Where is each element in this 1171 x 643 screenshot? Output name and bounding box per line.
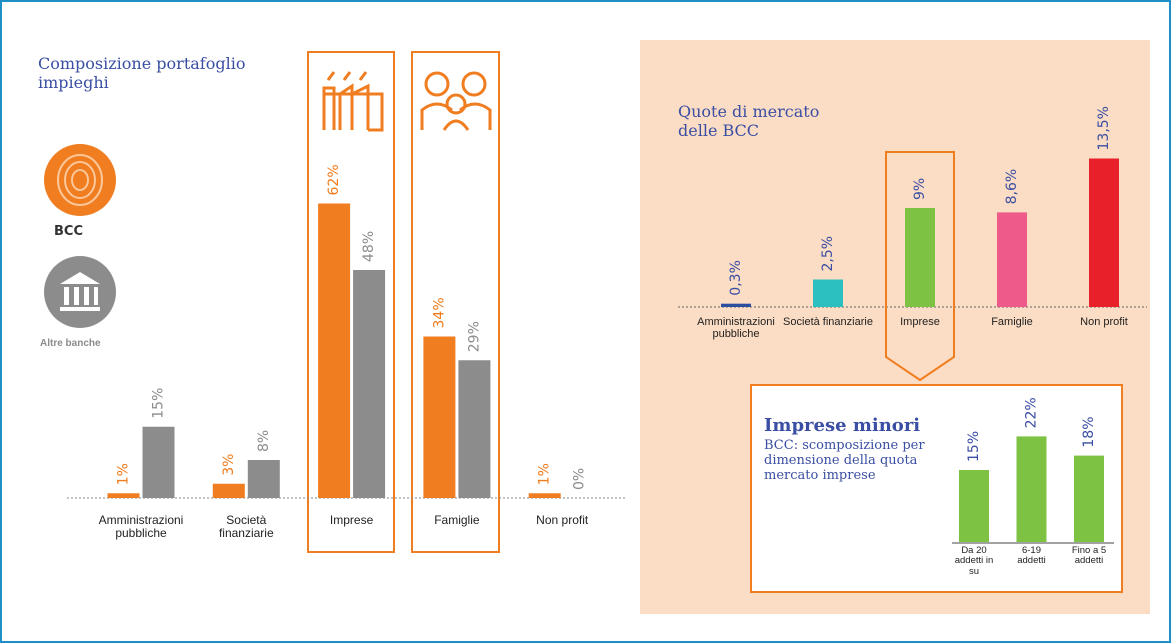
bar <box>813 279 843 307</box>
x-tick-label: Società finanziarie <box>783 316 873 328</box>
value-label: 0,3% <box>728 260 744 296</box>
x-tick-label: Fino a 5 addetti <box>1071 545 1107 567</box>
bar <box>721 303 751 307</box>
bank-logo <box>44 256 116 328</box>
value-label: 62% <box>326 164 342 195</box>
bar <box>353 270 386 498</box>
x-tick-label: Amministrazioni pubbliche <box>98 513 184 541</box>
x-tick-label: Famiglie <box>434 513 480 527</box>
value-label: 22% <box>1024 397 1040 428</box>
value-label: 3% <box>221 454 237 476</box>
bank-icon <box>60 272 100 311</box>
bar <box>423 336 456 498</box>
chart-title: Composizione portafoglio impieghi <box>38 54 246 92</box>
inset-box <box>750 384 1123 593</box>
fingerprint <box>57 154 103 206</box>
value-label: 2,5% <box>820 236 836 272</box>
x-tick-label: Non profit <box>1080 316 1128 328</box>
bar <box>1016 436 1047 542</box>
x-tick-label: Amministrazioni pubbliche <box>697 316 775 341</box>
highlight-box <box>307 51 395 553</box>
value-label: 18% <box>1081 416 1097 447</box>
chart-title: Quote di mercato delle BCC <box>678 102 820 140</box>
value-label: 15% <box>151 388 167 419</box>
x-tick-label: Società finanziarie <box>218 513 274 541</box>
factory-icon <box>322 71 384 132</box>
x-tick-label: 6-19 addetti <box>1017 545 1046 567</box>
chart-subtitle: BCC: scomposizione per dimensione della … <box>764 438 925 483</box>
x-tick-label: Imprese <box>329 513 374 527</box>
bar <box>212 483 245 498</box>
value-label: 13,5% <box>1096 106 1112 150</box>
bar <box>1089 158 1119 307</box>
value-label: 1% <box>116 463 132 485</box>
x-tick-label: Da 20 addetti in su <box>954 545 994 577</box>
value-label: 29% <box>466 321 482 352</box>
x-tick-label: Non profit <box>536 513 589 527</box>
value-label: 1% <box>537 463 553 485</box>
value-label: 9% <box>912 178 928 200</box>
value-label: 8% <box>256 430 272 452</box>
bar <box>107 493 140 498</box>
bar <box>1074 455 1104 542</box>
legend-label: BCC <box>54 224 83 239</box>
bar <box>959 470 989 542</box>
bar <box>318 203 351 498</box>
value-label: 34% <box>431 297 447 328</box>
legend-label: Altre banche <box>40 338 101 349</box>
bar <box>247 460 280 498</box>
bar <box>905 208 935 307</box>
x-tick-label: Famiglie <box>991 316 1033 328</box>
x-tick-label: Imprese <box>900 316 940 328</box>
value-label: 48% <box>361 231 377 262</box>
value-label: 0% <box>572 468 588 490</box>
chart-title: Imprese minori <box>764 415 921 436</box>
family-icon <box>420 71 492 131</box>
bar <box>458 360 491 498</box>
bar <box>528 493 561 498</box>
value-label: 8,6% <box>1004 169 1020 205</box>
bar <box>997 212 1027 307</box>
highlight-arrow <box>885 151 955 382</box>
bar <box>142 426 175 498</box>
highlight-box <box>411 51 500 553</box>
value-label: 15% <box>966 431 982 462</box>
bcc-logo <box>44 144 116 216</box>
